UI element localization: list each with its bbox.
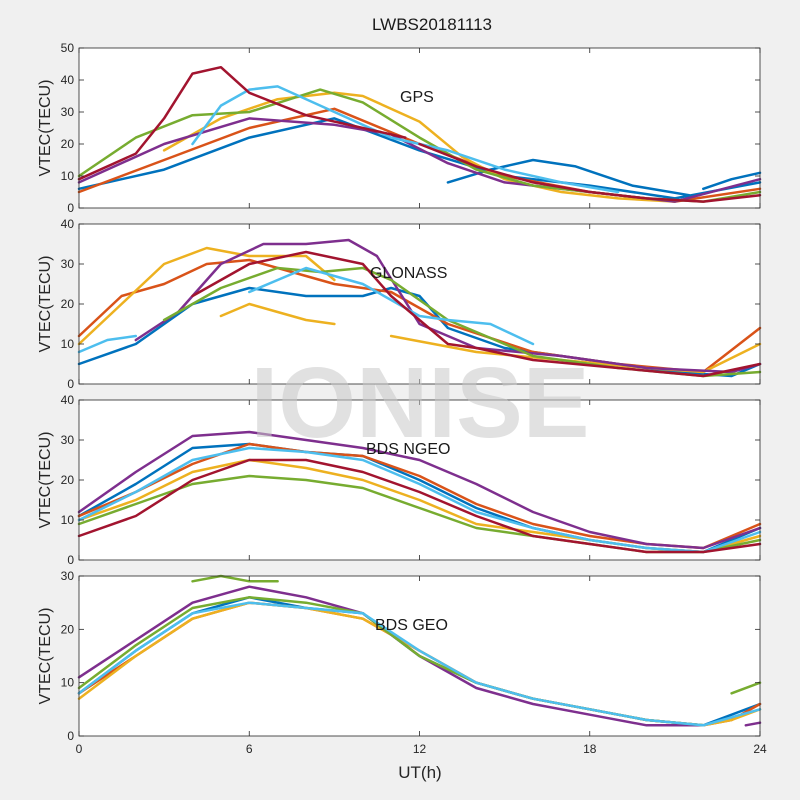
gps-series-line-1 — [77, 117, 762, 200]
x-axis-label: UT(h) — [398, 763, 441, 782]
bds-geo-y-axis-label: VTEC(TECU) — [37, 608, 54, 705]
glonass-y-axis-label: VTEC(TECU) — [37, 256, 54, 353]
bds-ngeo-y-tick-label: 0 — [67, 553, 74, 567]
bds-geo-y-tick-label: 20 — [61, 622, 75, 636]
bds-ngeo-series-line-6 — [77, 446, 762, 554]
bds-ngeo-panel: 0 10 20 30 40 VTEC(TECU) BDS NGEO — [37, 393, 762, 567]
gps-y-tick-label: 50 — [61, 41, 75, 55]
bds-ngeo-annotation: BDS NGEO — [366, 441, 450, 458]
glonass-panel: 0 10 20 30 40 VTEC(TECU) GLONASS — [37, 217, 762, 391]
gps-y-tick-label: 10 — [61, 169, 75, 183]
bds-geo-x-tick-label: 0 — [76, 742, 83, 756]
glonass-series-line-9 — [248, 266, 535, 346]
bds-geo-series-line-7 — [191, 574, 279, 583]
bds-geo-annotation: BDS GEO — [375, 617, 448, 634]
glonass-y-tick-label: 30 — [61, 257, 75, 271]
glonass-annotation: GLONASS — [370, 265, 447, 282]
bds-geo-x-tick-label: 12 — [413, 742, 427, 756]
bds-ngeo-y-tick-label: 10 — [61, 513, 75, 527]
bds-geo-x-tick-label: 24 — [753, 742, 767, 756]
glonass-y-tick-label: 40 — [61, 217, 75, 231]
bds-geo-y-tick-label: 10 — [61, 676, 75, 690]
glonass-y-tick-label: 0 — [67, 377, 74, 391]
bds-geo-x-tick-label: 6 — [246, 742, 253, 756]
gps-series-line-9 — [77, 65, 407, 181]
bds-geo-y-tick-label: 0 — [67, 729, 74, 743]
glonass-series-line-10 — [191, 250, 762, 378]
bds-geo-x-tick-label: 18 — [583, 742, 597, 756]
bds-geo-y-tick-label: 30 — [61, 569, 75, 583]
glonass-series-line-6 — [134, 238, 762, 374]
bds-geo-series-line-5 — [744, 721, 762, 727]
bds-ngeo-series-line-4 — [77, 430, 762, 550]
glonass-series-line-5 — [389, 334, 762, 374]
gps-series-line-3 — [702, 171, 762, 191]
bds-ngeo-y-tick-label: 20 — [61, 473, 75, 487]
glonass-y-tick-label: 10 — [61, 337, 75, 351]
gps-plot-area — [79, 48, 760, 208]
gps-panel: 0 10 20 30 40 50 VTEC(TECU) GPS — [37, 41, 762, 215]
glonass-series-line-3 — [77, 246, 336, 346]
subplots: 0 10 20 30 40 50 VTEC(TECU) GPS 0 10 20 30 40 VTEC(TE… — [37, 41, 767, 756]
bds-geo-series-line-9 — [77, 601, 762, 727]
bds-ngeo-y-axis-label: VTEC(TECU) — [37, 432, 54, 529]
gps-series-line-10 — [418, 142, 762, 203]
glonass-series-line-4 — [219, 302, 336, 326]
bds-ngeo-y-tick-label: 40 — [61, 393, 75, 407]
bds-geo-panel: 0 6 12 18 24 0 10 20 30 VTEC(TECU) BDS GEO — [37, 569, 767, 756]
bds-ngeo-series-line-7 — [77, 458, 762, 554]
gps-annotation: GPS — [400, 89, 434, 106]
gps-y-axis-label: VTEC(TECU) — [37, 80, 54, 177]
gps-y-tick-label: 40 — [61, 73, 75, 87]
bds-ngeo-y-tick-label: 30 — [61, 433, 75, 447]
gps-series-line-8 — [191, 85, 620, 194]
gps-series-line-5 — [162, 91, 677, 203]
glonass-series-line-8 — [77, 334, 138, 354]
watermark: IONISE — [251, 347, 590, 459]
figure-title: LWBS20181113 — [372, 15, 492, 34]
gps-y-tick-label: 20 — [61, 137, 75, 151]
glonass-y-tick-label: 20 — [61, 297, 75, 311]
gps-y-tick-label: 0 — [67, 201, 74, 215]
gps-y-tick-label: 30 — [61, 105, 75, 119]
bds-geo-series-line-8 — [730, 681, 762, 695]
